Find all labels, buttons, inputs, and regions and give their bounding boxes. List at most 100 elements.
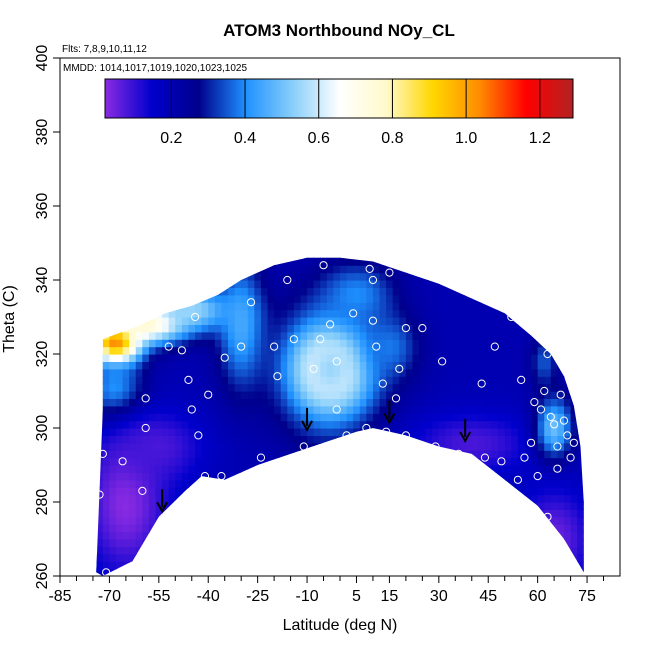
heatmap-cell [471,309,479,318]
heatmap-cell [201,302,209,311]
heatmap-cell [195,265,203,274]
heatmap-cell [300,339,308,348]
heatmap-cell [399,243,406,251]
heatmap-cell [214,465,223,473]
heatmap-cell [544,494,552,503]
heatmap-cell [280,398,288,407]
heatmap-cell [175,479,183,488]
heatmap-cell [294,243,301,251]
heatmap-cell [524,524,532,533]
heatmap-cell [379,479,387,488]
x-tick-label: 60 [529,588,547,605]
heatmap-cell [102,280,111,288]
heatmap-cell [478,546,486,555]
y-tick-label: 260 [34,563,51,590]
heatmap-cell [267,516,275,525]
heatmap-cell [307,457,315,466]
heatmap-cell [109,561,117,570]
heatmap-cell [96,391,104,399]
heatmap-cell [96,265,104,274]
heatmap-cell [175,346,183,355]
heatmap-cell [102,376,111,385]
heatmap-cell [326,376,335,385]
heatmap-cell [577,354,584,362]
heatmap-cell [340,509,348,518]
heatmap-cell [254,368,262,377]
heatmap-cell [241,442,249,451]
heatmap-cell [267,302,275,311]
heatmap-cell [109,509,117,518]
heatmap-cell [260,361,269,370]
heatmap-cell [504,257,512,266]
heatmap-cell [96,502,104,510]
heatmap-cell [386,354,394,362]
heatmap-cell [135,442,143,451]
sample-point [536,405,546,414]
heatmap-cell [419,487,427,496]
heatmap-cell [267,405,275,414]
heatmap-cell [452,339,460,348]
heatmap-cell [241,331,249,340]
heatmap-cell [366,354,374,362]
heatmap-cell [550,265,559,274]
heatmap-cell [129,368,137,377]
heatmap-cell [425,479,433,488]
heatmap-cell [129,294,137,303]
heatmap-cell [280,302,288,311]
heatmap-cell [557,524,565,533]
heatmap-cell [320,502,328,510]
heatmap-cell [313,376,321,385]
heatmap-cell [109,502,117,510]
heatmap-cell [478,361,486,370]
heatmap-cell [135,287,143,296]
heatmap-cell [280,383,288,392]
heatmap-cell [517,568,526,576]
heatmap-cell [531,354,539,362]
heatmap-cell [142,354,150,362]
heatmap-cell [162,457,170,466]
heatmap-cell [340,568,348,576]
heatmap-cell [537,272,545,281]
heatmap-cell [438,383,447,392]
heatmap-cell [458,487,466,496]
heatmap-cell [122,368,130,377]
heatmap-cell [168,509,176,518]
heatmap-cell [122,309,130,318]
heatmap-cell [162,487,170,496]
heatmap-cell [386,442,394,451]
heatmap-cell [320,457,328,466]
heatmap-cell [426,576,433,584]
heatmap-cell [412,472,420,481]
heatmap-cell [340,302,348,311]
heatmap-cell [432,561,440,570]
heatmap-cell [168,398,176,407]
heatmap-cell [260,502,269,510]
heatmap-cell [353,553,361,562]
heatmap-cell [386,568,394,576]
colorbar: 0.2 0.4 0.6 0.8 1.0 1.2 [104,78,574,147]
heatmap-cell [445,398,453,407]
heatmap-cell [96,339,104,348]
heatmap-cell [373,243,380,251]
heatmap-cell [148,502,157,510]
heatmap-cell [175,265,183,274]
heatmap-cell [346,539,354,547]
sample-point [316,335,325,344]
heatmap-cell [135,257,143,266]
heatmap-cell [570,257,578,266]
heatmap-cell [155,287,163,296]
heatmap-cell [366,561,374,570]
heatmap-cell [544,435,552,444]
heatmap-cell [564,487,572,496]
heatmap-cell [399,346,407,355]
heatmap-cell [300,280,308,288]
heatmap-cell [135,391,143,399]
heatmap-cell [366,331,374,340]
heatmap-cell [425,398,433,407]
heatmap-cell [550,442,559,451]
heatmap-cell [584,509,591,517]
heatmap-cell [445,294,453,303]
heatmap-cell [399,331,407,340]
heatmap-cell [287,309,295,318]
heatmap-cell [313,317,321,325]
